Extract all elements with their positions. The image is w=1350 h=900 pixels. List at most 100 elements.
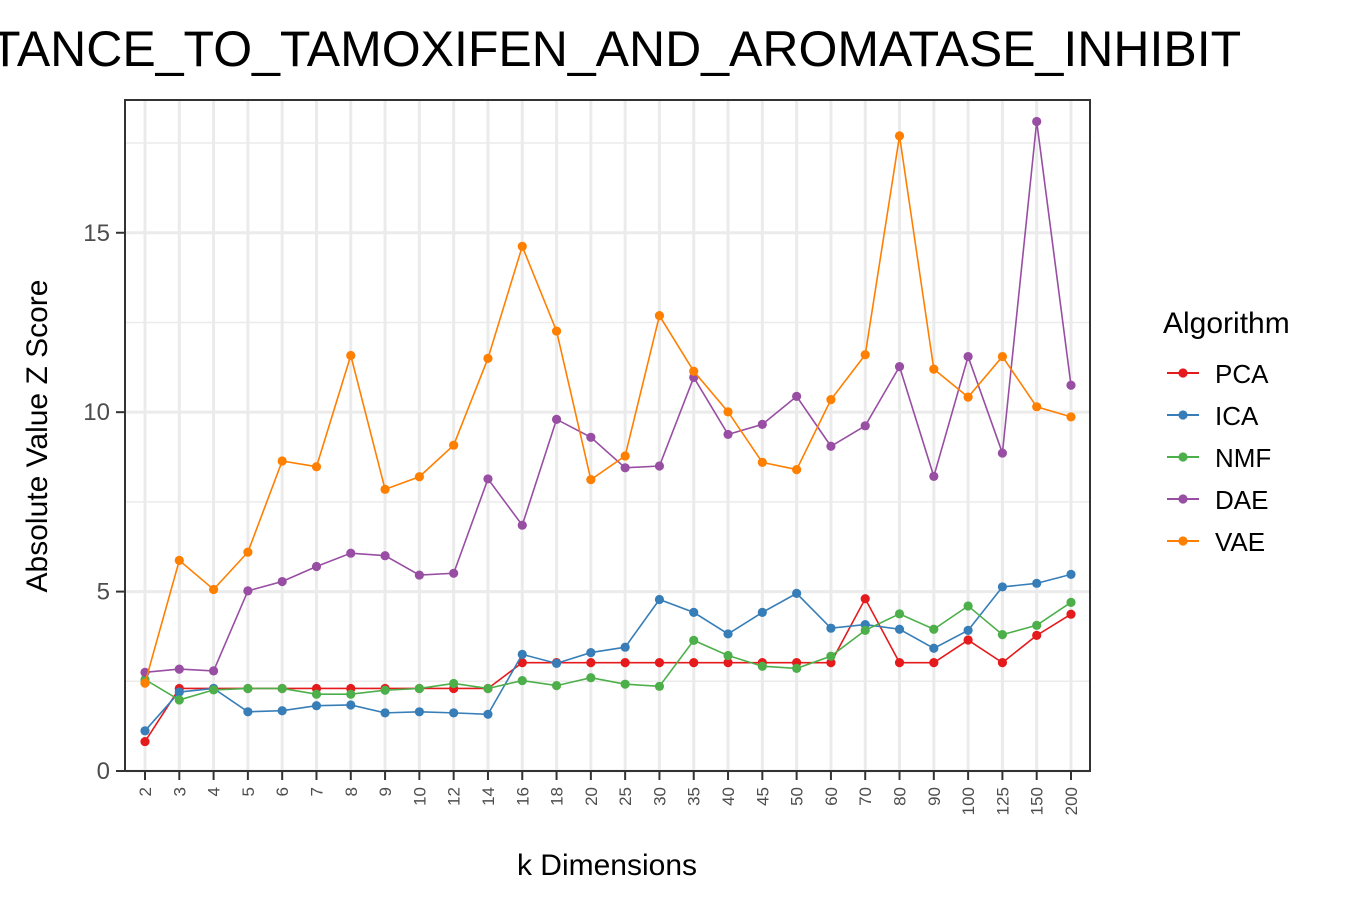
series-ica (140, 569, 1076, 736)
series-line-vae (144, 135, 1072, 684)
series-vae (140, 131, 1076, 688)
data-point (311, 689, 322, 699)
legend: Algorithm PCA ICA NMF DAE VAE (1163, 307, 1290, 557)
data-point (586, 647, 596, 658)
data-point (586, 658, 596, 668)
legend-key-point (1178, 410, 1188, 420)
data-point (963, 635, 973, 645)
data-point (346, 548, 356, 558)
data-point (723, 629, 733, 639)
data-point (380, 484, 390, 494)
data-point (551, 326, 562, 336)
data-point (620, 658, 630, 668)
legend-label: NMF (1215, 443, 1271, 473)
data-point (620, 463, 630, 473)
legend-key-point (1178, 368, 1188, 378)
data-point (826, 623, 836, 633)
data-point (723, 429, 733, 440)
minor-gridlines (125, 142, 1090, 683)
data-point (346, 350, 356, 361)
data-point (449, 708, 459, 718)
data-point (654, 461, 665, 471)
data-point (997, 351, 1008, 362)
data-point (346, 700, 356, 710)
x-tick-label: 6 (273, 787, 292, 796)
data-point (826, 658, 836, 668)
data-point (997, 582, 1008, 592)
data-point (140, 678, 150, 688)
data-point (414, 707, 424, 717)
data-point (311, 462, 322, 472)
data-point (1066, 380, 1076, 390)
legend-item-ica: ICA (1167, 401, 1259, 431)
legend-key-point (1178, 536, 1188, 546)
data-point (551, 681, 562, 691)
data-point (929, 624, 939, 634)
data-point (860, 625, 870, 635)
data-point (174, 555, 184, 565)
series-line-pca (144, 597, 1072, 743)
data-point (723, 650, 733, 661)
plot-border (124, 99, 1091, 772)
data-point (517, 520, 527, 530)
data-point (277, 576, 287, 587)
x-tick-label: 16 (513, 787, 532, 806)
data-point (483, 353, 493, 363)
x-tick-label: 50 (788, 787, 807, 806)
x-tick-label: 70 (856, 787, 875, 806)
data-point (723, 407, 733, 417)
data-point (894, 131, 905, 141)
data-point (997, 630, 1008, 640)
data-point (243, 683, 253, 694)
data-point (654, 311, 665, 321)
legend-item-dae: DAE (1167, 485, 1268, 515)
chart-title: TANCE_TO_TAMOXIFEN_AND_AROMATASE_INHIBIT (0, 21, 1241, 77)
data-point (174, 695, 184, 705)
data-point (208, 584, 219, 595)
data-point (243, 707, 253, 717)
x-tick-label: 125 (993, 787, 1012, 815)
legend-item-vae: VAE (1167, 527, 1265, 557)
x-tick-label: 20 (582, 787, 601, 806)
y-tick-label: 0 (97, 758, 110, 785)
x-tick-label: 18 (548, 787, 567, 806)
x-tick-label: 5 (239, 787, 258, 796)
data-point (1032, 402, 1042, 412)
y-tick-label: 10 (83, 399, 110, 426)
x-tick-label: 100 (959, 787, 978, 815)
series-dae (140, 116, 1076, 677)
data-point (963, 392, 973, 402)
y-tick-label: 5 (97, 579, 110, 606)
plot-background (125, 100, 1090, 771)
data-point (277, 706, 287, 716)
data-point (586, 432, 596, 442)
x-tick-label: 4 (205, 787, 224, 796)
series-layer (140, 116, 1076, 747)
data-point (174, 687, 184, 697)
data-point (894, 609, 905, 619)
legend-label: DAE (1215, 485, 1268, 515)
x-tick-label: 9 (376, 787, 395, 796)
data-point (894, 658, 905, 668)
y-axis: 0 5 10 15 (83, 220, 125, 785)
data-point (826, 651, 836, 661)
data-point (243, 547, 253, 557)
data-point (449, 440, 459, 450)
data-point (1066, 597, 1076, 607)
series-line-ica (144, 573, 1072, 732)
x-tick-label: 25 (616, 787, 635, 806)
data-point (517, 675, 527, 686)
data-point (586, 475, 596, 485)
data-point (551, 658, 562, 668)
data-point (654, 658, 665, 668)
data-point (929, 658, 939, 668)
data-point (140, 726, 150, 736)
data-point (483, 474, 493, 484)
data-point (723, 658, 733, 668)
legend-key-point (1178, 494, 1188, 504)
x-tick-label: 35 (685, 787, 704, 806)
data-point (929, 643, 939, 653)
data-point (277, 456, 287, 466)
data-point (689, 607, 699, 618)
